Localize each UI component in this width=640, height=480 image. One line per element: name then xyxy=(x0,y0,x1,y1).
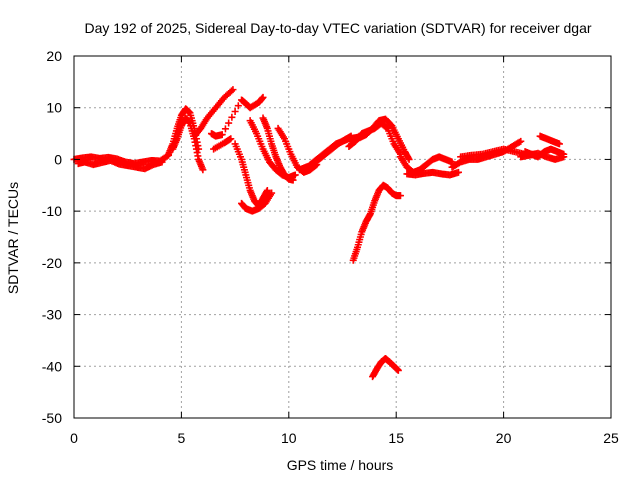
grid xyxy=(74,56,611,418)
data-point xyxy=(454,168,462,176)
data-point xyxy=(517,137,525,145)
axis-ticks: 0 5 10 15 20 25 -50 -40 -30 -20 -10 0 10 20 xyxy=(42,48,619,446)
data-point xyxy=(515,138,523,146)
y-tick-label: 10 xyxy=(46,100,62,116)
data-point xyxy=(229,86,237,94)
series-mid-sparse xyxy=(210,135,235,153)
series-end-upper xyxy=(536,132,563,148)
data-point xyxy=(158,158,166,166)
series-upper-isolated xyxy=(207,93,267,140)
data-point xyxy=(234,102,242,110)
data-point xyxy=(228,87,236,95)
data-point xyxy=(199,166,207,174)
data-point xyxy=(227,135,235,143)
x-tick-label: 20 xyxy=(496,430,512,446)
series-post-fall xyxy=(396,153,456,176)
series-late-lower xyxy=(403,168,462,179)
data-points xyxy=(70,86,568,381)
chart-title: Day 192 of 2025, Sidereal Day-to-day VTE… xyxy=(84,20,591,36)
data-point xyxy=(231,108,239,116)
x-tick-label: 0 xyxy=(70,430,78,446)
y-tick-label: 0 xyxy=(54,151,62,167)
x-tick-label: 10 xyxy=(281,430,297,446)
data-point xyxy=(221,125,229,133)
data-point xyxy=(268,189,276,197)
plot-frame xyxy=(73,55,612,419)
y-axis-label: SDTVAR / TECUs xyxy=(5,182,21,294)
y-tick-label: 20 xyxy=(46,48,62,64)
y-tick-label: -50 xyxy=(42,410,62,426)
data-point xyxy=(396,192,404,200)
y-tick-label: -30 xyxy=(42,307,62,323)
data-point xyxy=(291,171,299,179)
data-point xyxy=(394,366,402,374)
series-early-wiggle xyxy=(74,156,166,173)
series-trough-1-lower xyxy=(238,189,276,215)
data-point xyxy=(259,93,267,101)
series-end-lower xyxy=(517,149,568,163)
series-steep-rise xyxy=(349,181,404,264)
data-point xyxy=(218,131,226,139)
y-tick-label: -20 xyxy=(42,255,62,271)
series-descent-2-b xyxy=(246,117,299,182)
series-deep-dip xyxy=(369,355,402,381)
data-point xyxy=(225,119,233,127)
y-tick-label: -40 xyxy=(42,358,62,374)
data-point xyxy=(555,140,563,148)
x-axis-label: GPS time / hours xyxy=(287,457,394,473)
data-point xyxy=(405,155,413,163)
y-tick-label: -10 xyxy=(42,203,62,219)
x-tick-label: 5 xyxy=(178,430,186,446)
x-tick-label: 15 xyxy=(388,430,404,446)
x-tick-label: 25 xyxy=(603,430,619,446)
data-point xyxy=(228,113,236,121)
series-sparse-upper xyxy=(190,86,237,140)
series-peak-2-b xyxy=(345,119,404,158)
data-point xyxy=(560,153,568,161)
data-point xyxy=(263,186,271,194)
